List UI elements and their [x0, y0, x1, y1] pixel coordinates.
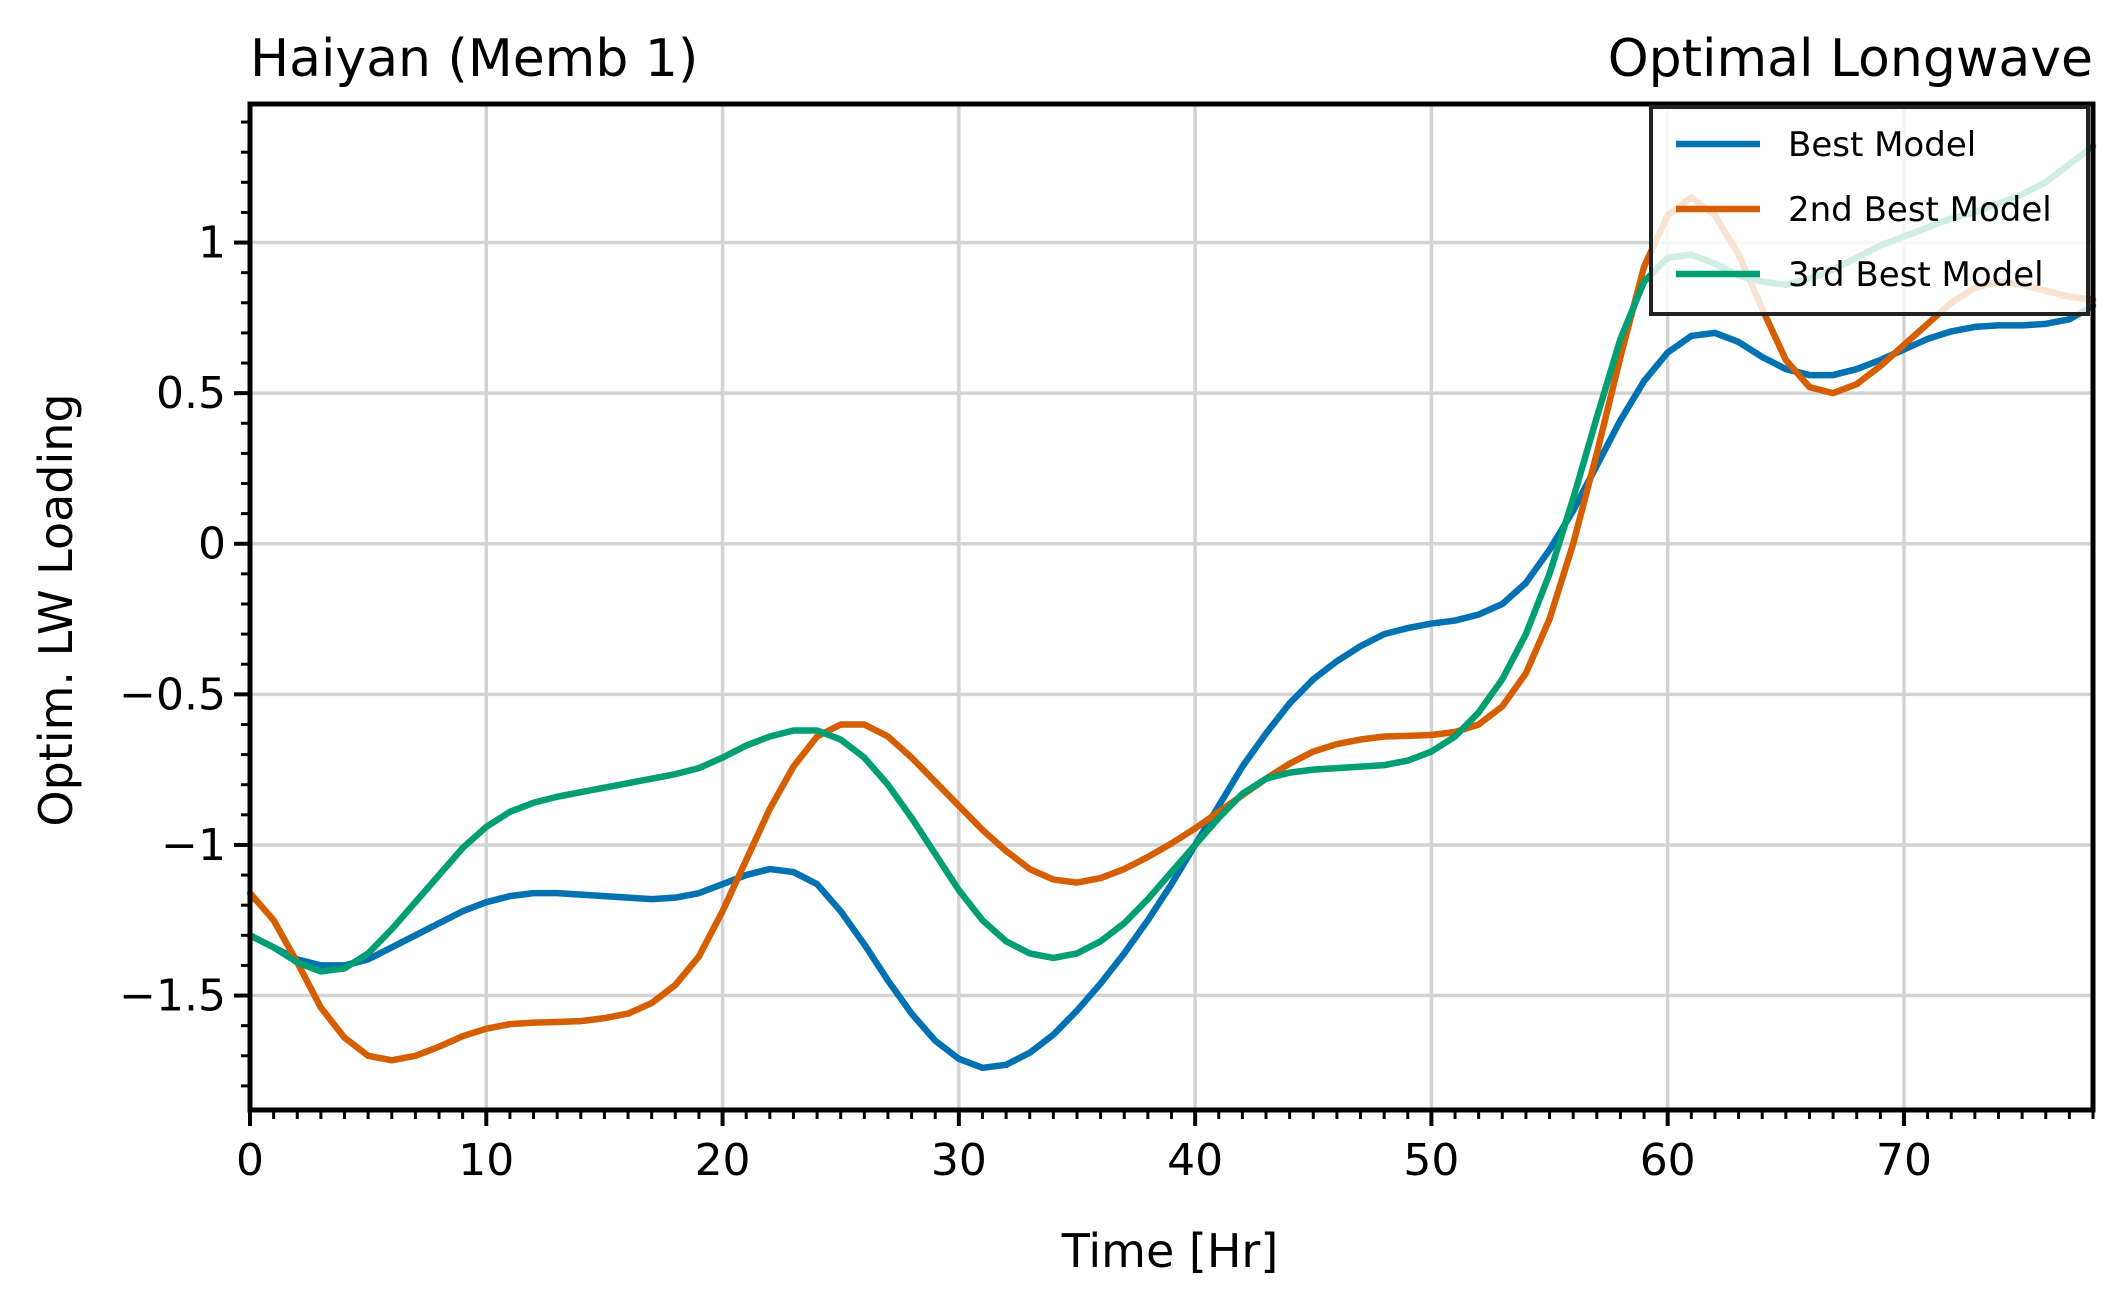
legend-label: 2nd Best Model	[1788, 190, 2052, 230]
x-tick-label: 60	[1640, 1135, 1696, 1186]
legend-label: Best Model	[1788, 125, 1976, 165]
plot-frame	[247, 101, 2096, 1113]
y-axis-label: Optim. LW Loading	[29, 393, 83, 826]
y-tick-label: 0	[198, 519, 226, 570]
y-tick-label: 1	[198, 218, 226, 269]
x-tick-label: 10	[458, 1135, 514, 1186]
tick-labels: 0 10 20 30 40 50 60 70 1 0.5 0 −0.5 −1 −1.5	[119, 218, 1932, 1186]
x-tick-label: 30	[931, 1135, 987, 1186]
x-tick-label: 20	[695, 1135, 751, 1186]
y-tick-label: −0.5	[119, 669, 226, 720]
x-axis-label: Time [Hr]	[1061, 1224, 1279, 1278]
chart-title-right: Optimal Longwave	[1608, 29, 2093, 89]
chart-title-left: Haiyan (Memb 1)	[250, 29, 698, 89]
legend-label: 3rd Best Model	[1788, 255, 2044, 295]
legend: Best Model 2nd Best Model 3rd Best Model	[1649, 105, 2090, 316]
y-tick-label: −1	[161, 820, 226, 871]
x-tick-label: 70	[1876, 1135, 1932, 1186]
x-tick-label: 0	[236, 1135, 264, 1186]
y-tick-label: −1.5	[119, 971, 226, 1022]
series-line-2	[246, 194, 2097, 1064]
series-line-1	[246, 302, 2097, 1072]
y-tick-label: 0.5	[156, 368, 226, 419]
x-tick-label: 50	[1403, 1135, 1459, 1186]
x-tick-label: 40	[1167, 1135, 1223, 1186]
